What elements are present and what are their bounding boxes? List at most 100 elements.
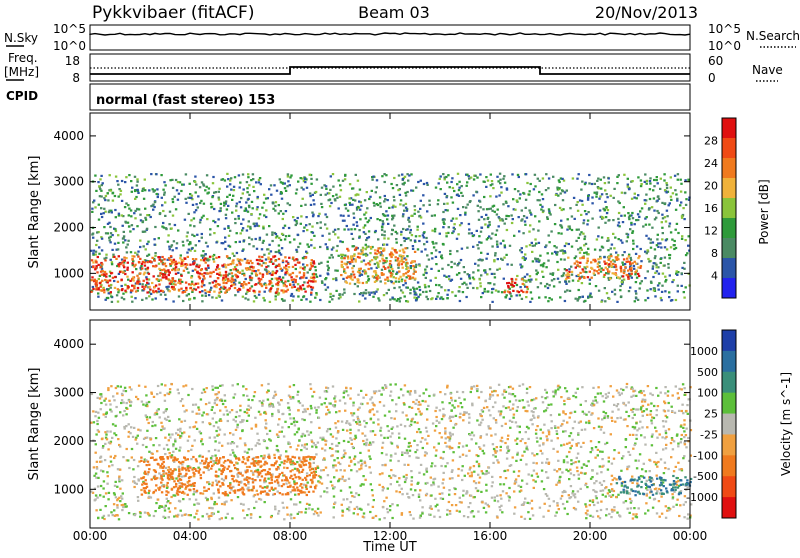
echo-cell xyxy=(377,288,379,290)
echo-cell xyxy=(137,287,139,289)
echo-cell xyxy=(406,262,408,264)
echo-cell xyxy=(193,475,195,477)
echo-cell xyxy=(417,408,419,410)
echo-cell xyxy=(372,296,374,298)
echo-cell xyxy=(239,186,241,188)
echo-cell xyxy=(210,272,212,274)
echo-cell xyxy=(100,175,102,177)
echo-cell xyxy=(608,495,610,497)
echo-cell xyxy=(141,263,143,265)
echo-cell xyxy=(189,298,191,300)
echo-cell xyxy=(201,300,203,302)
echo-cell xyxy=(227,413,229,415)
echo-cell xyxy=(654,255,656,257)
echo-cell xyxy=(339,240,341,242)
echo-cell xyxy=(462,206,464,208)
echo-cell xyxy=(164,184,166,186)
echo-cell xyxy=(621,192,623,194)
echo-cell xyxy=(597,263,599,265)
echo-cell xyxy=(587,260,589,262)
echo-cell xyxy=(125,246,127,248)
echo-cell xyxy=(289,241,291,243)
echo-cell xyxy=(141,401,143,403)
echo-cell xyxy=(214,221,216,223)
echo-cell xyxy=(218,197,220,199)
echo-cell xyxy=(200,269,202,271)
echo-cell xyxy=(589,271,591,273)
echo-cell xyxy=(605,206,607,208)
echo-cell xyxy=(311,289,313,291)
echo-cell xyxy=(248,184,250,186)
echo-cell xyxy=(633,268,635,270)
echo-cell xyxy=(613,197,615,199)
echo-cell xyxy=(511,281,513,283)
echo-cell xyxy=(158,237,160,239)
echo-cell xyxy=(615,496,617,498)
echo-cell xyxy=(539,180,541,182)
echo-cell xyxy=(435,242,437,244)
echo-cell xyxy=(166,487,168,489)
echo-cell xyxy=(446,182,448,184)
echo-cell xyxy=(598,441,600,443)
echo-cell xyxy=(95,286,97,288)
echo-cell xyxy=(456,183,458,185)
echo-cell xyxy=(398,174,400,176)
echo-cell xyxy=(369,294,371,296)
echo-cell xyxy=(278,212,280,214)
echo-cell xyxy=(218,199,220,201)
echo-cell xyxy=(240,197,242,199)
echo-cell xyxy=(632,217,634,219)
echo-cell xyxy=(352,245,354,247)
echo-cell xyxy=(321,448,323,450)
echo-cell xyxy=(103,226,105,228)
echo-cell xyxy=(402,215,404,217)
echo-cell xyxy=(118,273,120,275)
echo-cell xyxy=(162,189,164,191)
echo-cell xyxy=(195,184,197,186)
echo-cell xyxy=(124,206,126,208)
echo-cell xyxy=(92,410,94,412)
echo-cell xyxy=(229,179,231,181)
echo-cell xyxy=(525,296,527,298)
echo-cell xyxy=(671,281,673,283)
echo-cell xyxy=(95,452,97,454)
echo-cell xyxy=(103,496,105,498)
echo-cell xyxy=(315,292,317,294)
echo-cell xyxy=(654,295,656,297)
echo-cell xyxy=(456,250,458,252)
echo-cell xyxy=(652,265,654,267)
echo-cell xyxy=(651,422,653,424)
echo-cell xyxy=(259,213,261,215)
echo-cell xyxy=(357,194,359,196)
echo-cell xyxy=(500,498,502,500)
echo-cell xyxy=(224,278,226,280)
echo-cell xyxy=(529,275,531,277)
echo-cell xyxy=(671,493,673,495)
echo-cell xyxy=(600,509,602,511)
echo-cell xyxy=(435,249,437,251)
echo-cell xyxy=(541,271,543,273)
echo-cell xyxy=(606,196,608,198)
freq-trace xyxy=(90,67,690,74)
echo-cell xyxy=(468,178,470,180)
echo-cell xyxy=(445,235,447,237)
echo-cell xyxy=(168,434,170,436)
echo-cell xyxy=(503,257,505,259)
echo-cell xyxy=(96,240,98,242)
echo-cell xyxy=(169,263,171,265)
echo-cell xyxy=(240,223,242,225)
echo-cell xyxy=(635,460,637,462)
echo-cell xyxy=(198,265,200,267)
echo-cell xyxy=(285,235,287,237)
colorbar-tick: 16 xyxy=(704,202,718,215)
echo-cell xyxy=(340,254,342,256)
echo-cell xyxy=(504,182,506,184)
echo-cell xyxy=(324,213,326,215)
echo-cell xyxy=(490,237,492,239)
echo-cell xyxy=(680,179,682,181)
echo-cell xyxy=(286,514,288,516)
echo-cell xyxy=(96,461,98,463)
echo-cell xyxy=(395,277,397,279)
echo-cell xyxy=(265,287,267,289)
echo-cell xyxy=(410,267,412,269)
